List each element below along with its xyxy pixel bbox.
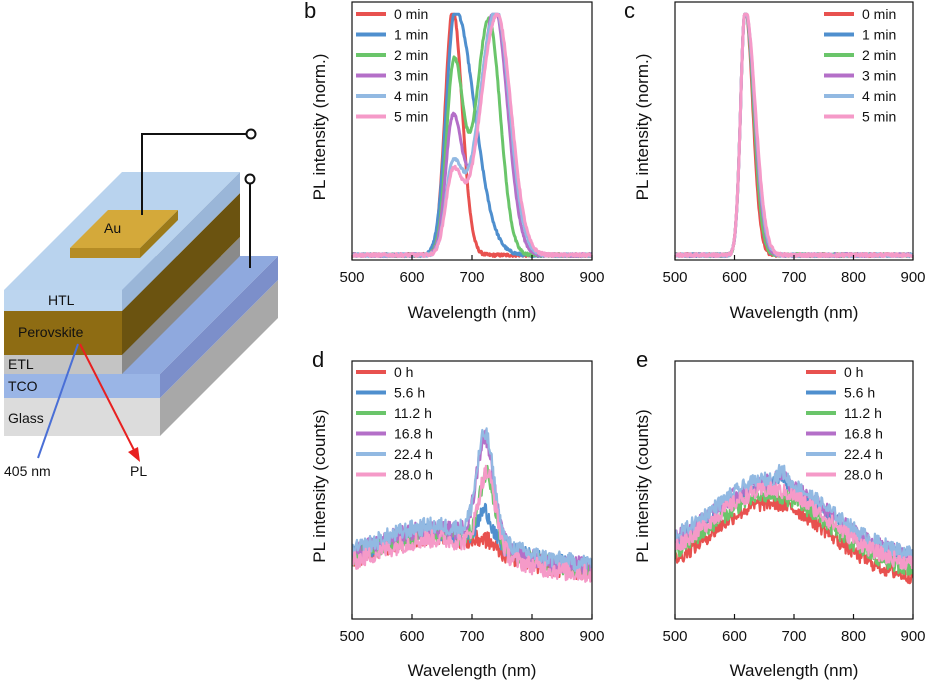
emission-label: PL (130, 463, 147, 479)
panel-b-y-axis-title: PL intensity (norm.) (310, 54, 329, 201)
panel-d-legend-label: 28.0 h (394, 467, 433, 483)
panel-d-x-tick-label: 600 (399, 628, 424, 645)
device-schematic: Au HTL Perovskite ETL TCO Glass 405 nm P… (4, 128, 278, 479)
au-electrode-front-face (70, 248, 140, 258)
panel-c-legend-label: 5 min (862, 109, 896, 125)
panel-d-x-tick-label: 800 (519, 628, 544, 645)
panel-c-series-5-line (675, 12, 913, 259)
panel-e-legend-label: 11.2 h (844, 405, 882, 421)
panel-b-chart: b PL intensity (norm.) Wavelength (nm) 5… (304, 0, 605, 322)
panel-d-letter: d (312, 347, 324, 372)
panel-b-x-tick-label: 900 (579, 269, 604, 286)
panel-e-x-tick-label: 700 (781, 628, 806, 645)
panel-d-legend-label: 22.4 h (394, 446, 433, 462)
panel-e-plot-area (675, 463, 913, 585)
etl-layer-right-face (122, 237, 240, 374)
panel-b-x-tick-label: 500 (339, 269, 364, 286)
panel-d-axes-frame (351, 360, 593, 620)
emission-beam (79, 343, 136, 453)
panel-c-legend-label: 0 min (862, 6, 896, 22)
panel-b-legend-label: 4 min (394, 88, 428, 104)
panel-c-x-tick-label: 600 (722, 269, 747, 286)
panel-e-legend-label: 16.8 h (844, 426, 883, 442)
glass-label: Glass (8, 410, 44, 426)
panel-d-legend-label: 0 h (394, 364, 413, 380)
panel-e-letter: e (636, 347, 648, 372)
panel-c-x-tick-label: 900 (900, 269, 925, 286)
perovskite-label: Perovskite (18, 324, 84, 340)
panel-c-letter: c (624, 0, 635, 23)
panel-b-x-tick-label: 800 (519, 269, 544, 286)
panel-e-x-axis-title: Wavelength (nm) (730, 661, 859, 680)
tco-layer-right-face (160, 256, 278, 398)
panel-b-legend-label: 0 min (394, 6, 428, 22)
panel-e-chart: e PL intensity (counts) Wavelength (nm) … (633, 347, 926, 680)
panel-e-legend-label: 5.6 h (844, 385, 875, 401)
panel-c-y-axis-title: PL intensity (norm.) (633, 54, 652, 201)
panel-b-series-5-line (352, 12, 592, 259)
panel-e-x-tick-label: 600 (722, 628, 747, 645)
panel-b-series-0-line (352, 12, 592, 258)
panel-d-series-4-line (352, 427, 592, 573)
panel-e-legend-label: 28.0 h (844, 467, 883, 483)
emission-arrowhead (128, 447, 140, 462)
etl-label: ETL (8, 356, 34, 372)
panel-b-x-axis-title: Wavelength (nm) (408, 303, 537, 322)
panel-d-y-axis-title: PL intensity (counts) (310, 409, 329, 562)
panel-c-x-tick-label: 800 (841, 269, 866, 286)
bottom-contact-terminal (244, 173, 256, 185)
tco-label: TCO (8, 378, 38, 394)
panel-c-x-tick-label: 500 (662, 269, 687, 286)
panel-d-x-tick-label: 900 (579, 628, 604, 645)
panel-d-plot-area (352, 427, 592, 583)
panel-d-x-tick-label: 500 (339, 628, 364, 645)
panel-d-legend-label: 5.6 h (394, 385, 425, 401)
excitation-beam (37, 343, 79, 459)
top-contact-wire (141, 133, 246, 215)
htl-label: HTL (48, 292, 75, 308)
panel-d-x-tick-label: 700 (459, 628, 484, 645)
panel-c-legend-label: 4 min (862, 88, 896, 104)
perovskite-layer-right-face (122, 193, 240, 355)
panel-c-legend-label: 3 min (862, 68, 896, 84)
panel-b-letter: b (304, 0, 316, 23)
panel-c-x-axis-title: Wavelength (nm) (730, 303, 859, 322)
panel-d-series-5-line (352, 464, 592, 583)
au-electrode-top-face (70, 210, 178, 248)
panel-d-legend-label: 11.2 h (394, 405, 432, 421)
panel-e-x-tick-label: 800 (841, 628, 866, 645)
panel-e-legend-label: 0 h (844, 364, 863, 380)
glass-layer-right-face (160, 280, 278, 436)
top-contact-terminal (245, 128, 257, 140)
panel-e-series-5-line (675, 481, 913, 571)
panel-b-legend-label: 1 min (394, 27, 428, 43)
au-electrode-right-face (140, 210, 178, 258)
panel-b-legend-label: 5 min (394, 109, 428, 125)
panel-d-legend-label: 16.8 h (394, 426, 433, 442)
panel-e-series-0-line (675, 494, 913, 585)
tco-layer-front-face (4, 374, 160, 398)
panel-d-x-axis-title: Wavelength (nm) (408, 661, 537, 680)
panel-e-series-2-line (675, 486, 913, 576)
panel-b-x-tick-label: 600 (399, 269, 424, 286)
perovskite-layer-front-face (4, 311, 122, 355)
excitation-label: 405 nm (4, 463, 51, 479)
panel-c-legend-label: 1 min (862, 27, 896, 43)
panel-c-chart: c PL intensity (norm.) Wavelength (nm) 5… (624, 0, 926, 322)
panel-b-plot-area (352, 12, 592, 259)
au-label: Au (104, 220, 121, 236)
panel-e-legend-label: 22.4 h (844, 446, 883, 462)
panel-b-x-tick-label: 700 (459, 269, 484, 286)
panel-b-legend-label: 3 min (394, 68, 428, 84)
panel-e-x-tick-label: 500 (662, 628, 687, 645)
panel-e-y-axis-title: PL intensity (counts) (633, 409, 652, 562)
panel-d-chart: d PL intensity (counts) Wavelength (nm) … (310, 347, 605, 680)
htl-layer-right-face (122, 172, 240, 311)
panel-c-legend-label: 2 min (862, 47, 896, 63)
panel-b-legend-label: 2 min (394, 47, 428, 63)
panel-c-x-tick-label: 700 (781, 269, 806, 286)
htl-layer-front-face (4, 290, 122, 311)
panel-e-x-tick-label: 900 (900, 628, 925, 645)
